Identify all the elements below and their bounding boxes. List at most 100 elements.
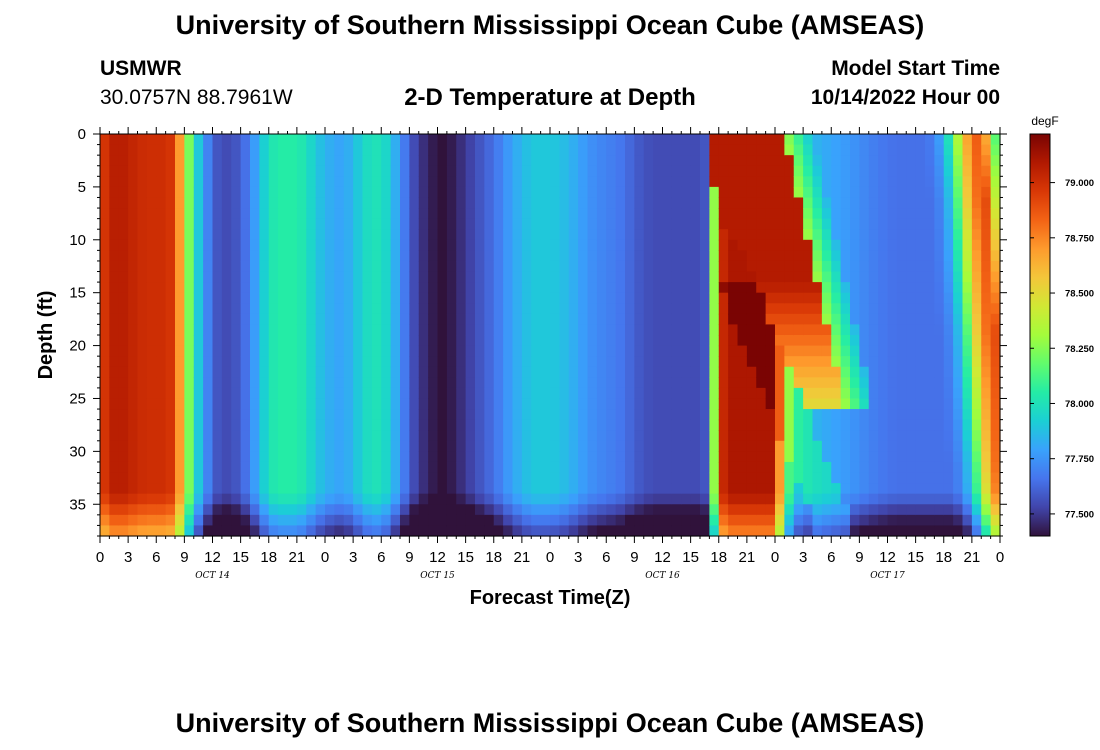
- heatmap-cell: [690, 208, 701, 220]
- heatmap-cell: [118, 335, 129, 347]
- heatmap-cell: [568, 271, 579, 283]
- heatmap-cell: [437, 440, 448, 452]
- heatmap-cell: [821, 409, 832, 421]
- heatmap-cell: [278, 504, 289, 516]
- heatmap-cell: [559, 356, 570, 368]
- heatmap-cell: [165, 134, 176, 146]
- heatmap-cell: [165, 282, 176, 294]
- heatmap-cell: [981, 324, 992, 336]
- x-tick-label: 12: [879, 549, 896, 566]
- heatmap-cell: [737, 292, 748, 304]
- heatmap-cell: [981, 260, 992, 273]
- heatmap-cell: [193, 461, 204, 474]
- heatmap-cell: [728, 134, 739, 146]
- heatmap-cell: [390, 250, 401, 262]
- heatmap-cell: [962, 472, 973, 484]
- heatmap-cell: [671, 451, 682, 463]
- heatmap-cell: [671, 134, 682, 146]
- heatmap-cell: [306, 155, 317, 167]
- heatmap-cell: [643, 250, 654, 262]
- heatmap-cell: [868, 197, 879, 209]
- heatmap-cell: [418, 419, 429, 431]
- heatmap-cell: [906, 409, 917, 421]
- heatmap-cell: [925, 493, 935, 505]
- heatmap-cell: [400, 239, 410, 251]
- heatmap-cell: [896, 366, 907, 378]
- heatmap-cell: [690, 356, 701, 368]
- heatmap-cell: [278, 409, 289, 421]
- heatmap-cell: [821, 165, 832, 177]
- heatmap-cell: [446, 366, 457, 378]
- heatmap-cell: [456, 282, 467, 294]
- heatmap-cell: [212, 493, 223, 505]
- heatmap-cell: [718, 377, 729, 389]
- heatmap-cell: [587, 197, 598, 209]
- heatmap-cell: [418, 313, 429, 326]
- heatmap-cell: [728, 229, 739, 241]
- heatmap-cell: [484, 377, 495, 389]
- heatmap-cell: [775, 483, 785, 495]
- heatmap-cell: [493, 356, 504, 368]
- heatmap-cell: [315, 134, 326, 146]
- heatmap-cell: [737, 345, 748, 357]
- heatmap-cell: [521, 356, 532, 368]
- heatmap-cell: [681, 239, 692, 251]
- heatmap-cell: [475, 483, 485, 495]
- heatmap-cell: [934, 483, 945, 495]
- heatmap-cell: [334, 155, 345, 167]
- heatmap-cell: [568, 282, 579, 294]
- heatmap-cell: [868, 525, 879, 537]
- heatmap-cell: [165, 292, 176, 304]
- heatmap-cell: [709, 483, 720, 495]
- heatmap-cell: [812, 239, 823, 251]
- heatmap-cell: [596, 324, 607, 336]
- heatmap-cell: [812, 335, 823, 347]
- heatmap-cell: [203, 144, 214, 156]
- heatmap-cell: [662, 165, 673, 177]
- heatmap-cell: [634, 472, 645, 484]
- heatmap-cell: [596, 366, 607, 378]
- heatmap-cell: [146, 144, 157, 156]
- heatmap-cell: [381, 472, 392, 484]
- heatmap-cell: [221, 197, 232, 209]
- heatmap-cell: [259, 430, 270, 442]
- heatmap-cell: [371, 461, 382, 474]
- heatmap-cell: [990, 239, 1001, 251]
- heatmap-cell: [775, 250, 785, 262]
- heatmap-cell: [315, 313, 326, 326]
- heatmap-cell: [231, 165, 242, 177]
- heatmap-cell: [559, 144, 570, 156]
- heatmap-cell: [915, 440, 926, 452]
- heatmap-cell: [456, 514, 467, 527]
- heatmap-cell: [746, 292, 757, 304]
- heatmap-cell: [943, 218, 954, 230]
- heatmap-cell: [793, 239, 804, 251]
- heatmap-cell: [250, 461, 260, 474]
- heatmap-cell: [128, 398, 139, 410]
- heatmap-cell: [803, 409, 814, 421]
- heatmap-cell: [278, 186, 289, 199]
- heatmap-cell: [315, 271, 326, 283]
- heatmap-cell: [971, 324, 982, 336]
- heatmap-cell: [653, 493, 664, 505]
- heatmap-cell: [756, 165, 767, 177]
- heatmap-cell: [784, 472, 795, 484]
- heatmap-cell: [371, 229, 382, 241]
- heatmap-cell: [259, 398, 270, 410]
- heatmap-cell: [606, 176, 617, 188]
- heatmap-cell: [803, 218, 814, 230]
- heatmap-cell: [118, 229, 129, 241]
- heatmap-cell: [475, 271, 485, 283]
- heatmap-cell: [278, 271, 289, 283]
- heatmap-cell: [896, 514, 907, 527]
- heatmap-cell: [231, 483, 242, 495]
- heatmap-cell: [446, 525, 457, 537]
- heatmap-cell: [287, 260, 298, 273]
- heatmap-cell: [343, 451, 354, 463]
- heatmap-cell: [456, 313, 467, 326]
- heatmap-cell: [793, 409, 804, 421]
- heatmap-cell: [250, 186, 260, 199]
- heatmap-cell: [878, 134, 889, 146]
- heatmap-cell: [625, 218, 635, 230]
- heatmap-cell: [971, 239, 982, 251]
